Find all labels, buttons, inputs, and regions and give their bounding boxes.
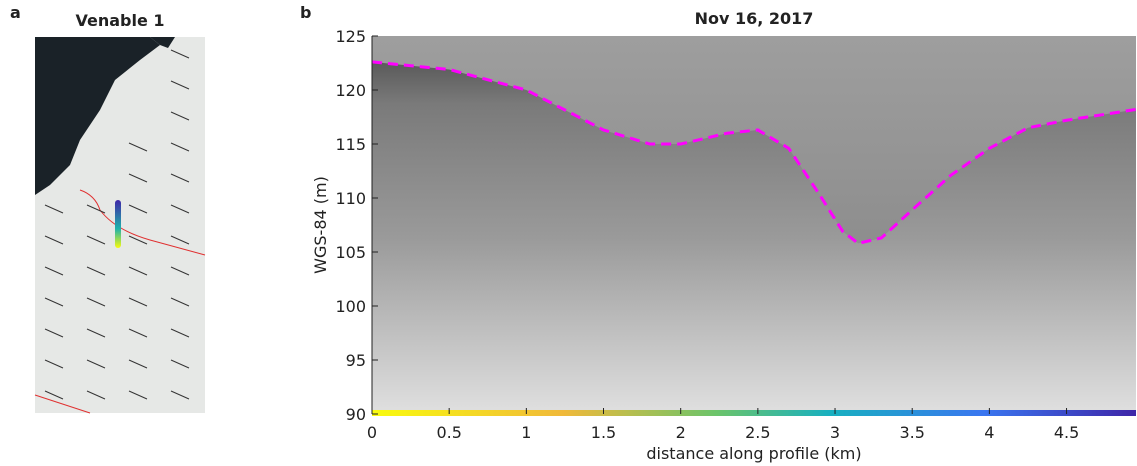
x-tick-label: 0 [367, 423, 377, 442]
flow-arrow [128, 390, 148, 400]
flow-arrow [170, 80, 190, 90]
flow-arrow [128, 359, 148, 369]
flow-arrow [170, 235, 190, 245]
x-tick-label: 1 [521, 423, 531, 442]
x-tick-label: 2 [676, 423, 686, 442]
flow-arrow [170, 390, 190, 400]
flow-arrow [128, 266, 148, 276]
y-tick-label: 95 [346, 351, 366, 370]
flow-arrow [44, 235, 64, 245]
y-axis-label: WGS-84 (m) [311, 176, 330, 274]
flow-arrow [170, 359, 190, 369]
y-tick-label: 90 [346, 405, 366, 424]
x-tick-label: 2.5 [745, 423, 770, 442]
flow-arrow [128, 204, 148, 214]
flow-arrow [86, 297, 106, 307]
flow-arrow [86, 390, 106, 400]
x-tick-label: 0.5 [436, 423, 461, 442]
panel-label: a [10, 3, 21, 22]
flow-arrow [170, 297, 190, 307]
y-tick-label: 100 [335, 297, 366, 316]
chart-title: Nov 16, 2017 [695, 9, 814, 28]
flow-arrow [128, 297, 148, 307]
panel-label: b [300, 3, 311, 22]
y-tick-label: 105 [335, 243, 366, 262]
flow-arrow [170, 173, 190, 183]
flow-arrow [86, 266, 106, 276]
y-tick-label: 120 [335, 81, 366, 100]
flow-arrow [170, 204, 190, 214]
flow-arrow [170, 328, 190, 338]
y-tick-label: 125 [335, 27, 366, 46]
flow-arrow [128, 235, 148, 245]
y-tick-label: 110 [335, 189, 366, 208]
y-tick-label: 115 [335, 135, 366, 154]
colorbar [372, 410, 1136, 416]
flow-arrow [86, 359, 106, 369]
x-axis-label: distance along profile (km) [646, 444, 861, 463]
flow-arrow [128, 142, 148, 152]
flow-arrow [86, 235, 106, 245]
x-tick-label: 4.5 [1054, 423, 1079, 442]
flow-arrow [44, 390, 64, 400]
panel-title: Venable 1 [75, 11, 164, 30]
flow-arrow [170, 111, 190, 121]
flow-arrow [170, 142, 190, 152]
satellite-image [34, 37, 206, 414]
ice-layers [372, 61, 1136, 415]
flow-arrow [170, 49, 190, 59]
flow-arrow [44, 359, 64, 369]
surface-line [371, 60, 1137, 245]
flow-arrow [44, 266, 64, 276]
flow-arrow [44, 297, 64, 307]
flow-arrow [44, 204, 64, 214]
flow-arrow [86, 204, 106, 214]
flow-arrow [170, 266, 190, 276]
x-tick-label: 3.5 [899, 423, 924, 442]
x-tick-label: 1.5 [591, 423, 616, 442]
flow-arrow [128, 328, 148, 338]
x-tick-label: 4 [984, 423, 994, 442]
flow-arrow [128, 173, 148, 183]
x-tick-label: 3 [830, 423, 840, 442]
flow-arrow [86, 328, 106, 338]
flow-arrow [44, 328, 64, 338]
